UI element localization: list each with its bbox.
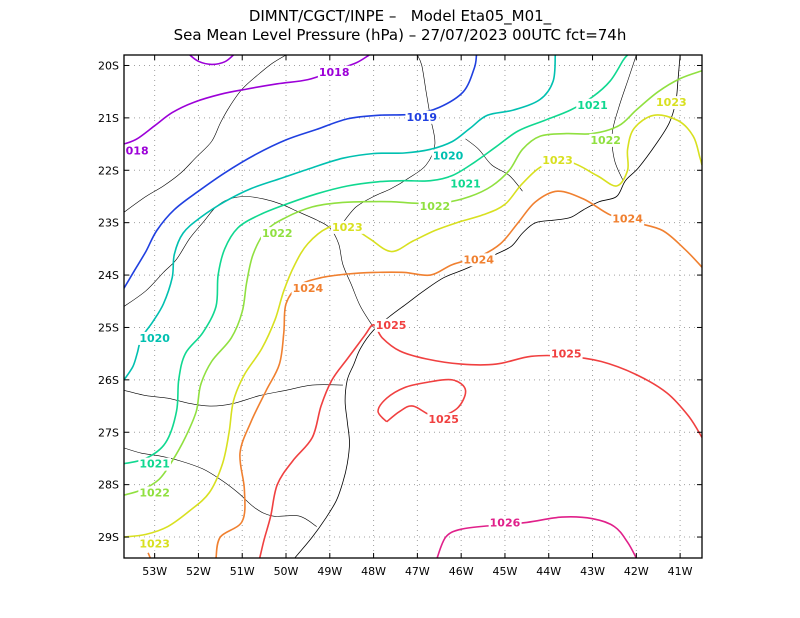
x-tick-label: 48W xyxy=(361,565,386,578)
isobar-label-bg xyxy=(462,253,496,267)
isobar-label-1023: 1023 xyxy=(139,537,170,550)
y-tick-label: 22S xyxy=(98,164,119,177)
y-tick-label: 26S xyxy=(98,374,119,387)
isobar-label-bg xyxy=(488,516,522,530)
isobar-label-1022: 1022 xyxy=(420,200,451,213)
grid-lines xyxy=(124,55,702,558)
isobar-label-bg xyxy=(576,98,609,112)
map-boundaries xyxy=(124,55,681,558)
chart-title-line1: DIMNT/CGCT/INPE – Model Eta05_M01_ xyxy=(248,7,552,25)
y-tick-label: 23S xyxy=(98,217,119,230)
contour-labels: 1018 018 1019 1020 1020 1021 1021 1021 1022 1022 1… xyxy=(124,65,688,551)
isobar-label-1021: 1021 xyxy=(577,99,608,112)
plot-frame xyxy=(123,54,703,559)
isobar-1025 xyxy=(377,378,467,423)
axis-ticks: 53W 52W 51W 50W 49W 48W 47W 46W 45W 44W 43W 42W 41W 2… xyxy=(98,55,702,578)
y-tick-label: 20S xyxy=(98,59,119,72)
state-border xyxy=(124,384,343,407)
x-tick-label: 44W xyxy=(536,565,561,578)
isobar-1020 xyxy=(124,55,557,381)
state-border xyxy=(342,55,436,223)
chart-title-line2: Sea Mean Level Pressure (hPa) – 27/07/20… xyxy=(173,26,627,44)
isobar-label-bg xyxy=(405,110,439,124)
x-tick-label: 45W xyxy=(493,565,518,578)
isobar-label-1022: 1022 xyxy=(139,487,170,500)
contour-lines xyxy=(124,55,702,558)
isobar-label-1019: 1019 xyxy=(406,111,437,124)
state-border xyxy=(124,55,287,213)
y-tick-label: 24S xyxy=(98,269,119,282)
isobar-label-1024: 1024 xyxy=(463,253,494,266)
state-border xyxy=(465,138,523,192)
y-tick-label: 29S xyxy=(98,531,119,544)
state-border xyxy=(611,55,637,181)
isobar-label-bg xyxy=(291,282,325,296)
isobar-label-bg xyxy=(427,413,460,427)
x-tick-label: 51W xyxy=(230,565,255,578)
isobar-label-bg xyxy=(138,537,171,551)
x-tick-label: 41W xyxy=(668,565,693,578)
isobar-label-1025: 1025 xyxy=(376,319,407,332)
isobar-label-1018: 018 xyxy=(126,144,149,157)
isobar-1025 xyxy=(258,324,702,558)
isobar-label-bg xyxy=(541,153,574,167)
x-tick-label: 42W xyxy=(624,565,649,578)
isobar-1022 xyxy=(124,69,702,496)
isobar-label-1020: 1020 xyxy=(139,332,170,345)
isobar-label-bg xyxy=(317,65,351,79)
coastline xyxy=(294,55,681,558)
y-tick-label: 25S xyxy=(98,321,119,334)
isobar-label-1026: 1026 xyxy=(490,516,521,529)
isobar-1018 xyxy=(189,55,235,66)
isobar-label-bg xyxy=(124,144,150,158)
isobar-1021 xyxy=(124,55,629,465)
isobar-label-1018: 1018 xyxy=(319,66,350,79)
isobar-1024 xyxy=(215,190,702,558)
isobar-label-1022: 1022 xyxy=(262,227,293,240)
isobar-label-1023: 1023 xyxy=(656,96,687,109)
isobar-label-1021: 1021 xyxy=(139,458,170,471)
isobar-label-1025: 1025 xyxy=(428,413,459,426)
isobar-label-1024: 1024 xyxy=(612,212,643,225)
x-tick-label: 53W xyxy=(142,565,167,578)
x-tick-label: 52W xyxy=(186,565,211,578)
x-tick-label: 43W xyxy=(580,565,605,578)
isobar-label-1024: 1024 xyxy=(293,282,324,295)
isobar-label-bg xyxy=(374,318,408,332)
isobar-label-bg xyxy=(655,96,688,110)
isobar-1024 xyxy=(147,552,152,558)
y-tick-label: 21S xyxy=(98,112,119,125)
x-tick-label: 49W xyxy=(317,565,342,578)
isobar-label-bg xyxy=(549,347,583,361)
isobar-label-bg xyxy=(589,133,622,147)
x-tick-label: 46W xyxy=(449,565,474,578)
isobar-label-bg xyxy=(138,331,172,345)
isobar-1026 xyxy=(436,516,638,558)
isobar-1023 xyxy=(124,114,702,538)
isobar-label-1025: 1025 xyxy=(551,348,582,361)
isobar-label-1020: 1020 xyxy=(433,150,464,163)
isobar-label-bg xyxy=(138,457,171,471)
isobar-label-1023: 1023 xyxy=(332,221,363,234)
x-tick-label: 47W xyxy=(405,565,430,578)
isobar-label-bg xyxy=(138,486,171,500)
y-tick-label: 28S xyxy=(98,479,119,492)
isobar-label-1023: 1023 xyxy=(542,154,573,167)
y-tick-label: 27S xyxy=(98,426,119,439)
isobar-1019 xyxy=(124,55,478,289)
state-border xyxy=(124,196,374,328)
x-tick-label: 50W xyxy=(274,565,299,578)
isobar-label-bg xyxy=(449,177,482,191)
isobar-label-bg xyxy=(260,227,294,241)
isobar-label-1022: 1022 xyxy=(590,134,621,147)
isobar-label-bg xyxy=(431,149,465,163)
isobar-label-1021: 1021 xyxy=(450,177,481,190)
isobar-label-bg xyxy=(611,212,645,226)
isobar-label-bg xyxy=(331,220,364,234)
isobar-label-bg xyxy=(418,199,452,213)
